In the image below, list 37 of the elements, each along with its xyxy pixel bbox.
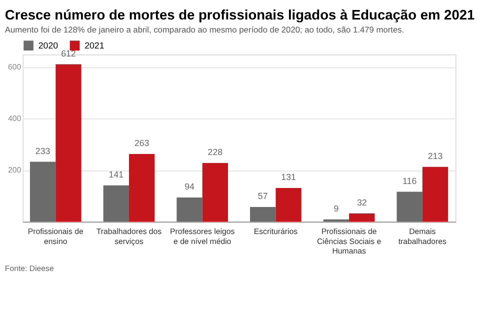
x-tick-label: Trabalhadores dos serviços xyxy=(96,226,162,246)
chart-subtitle: Aumento foi de 128% de janeiro a abril, comparado ao mesmo período de 2020; ao todo, são 1.479 mortes. xyxy=(4,24,404,34)
bar xyxy=(422,166,448,222)
data-label: 263 xyxy=(134,138,150,148)
bar xyxy=(128,154,155,222)
y-tick-label: 600 xyxy=(8,62,22,72)
x-tick-label: Profissionais de ensino xyxy=(28,226,84,246)
x-tick-label: Escriturários xyxy=(254,226,298,236)
bar xyxy=(30,162,56,222)
data-label: 94 xyxy=(184,182,194,192)
data-label: 233 xyxy=(35,146,50,156)
data-label: 9 xyxy=(334,203,339,214)
bar xyxy=(103,185,129,222)
bar xyxy=(176,197,202,222)
data-label: 32 xyxy=(356,198,367,208)
x-tick-label: Demais trabalhadores xyxy=(398,226,446,246)
bar xyxy=(276,188,302,222)
x-tick-label: Professores leigos e de nível médio xyxy=(170,226,235,246)
data-label: 612 xyxy=(61,48,76,58)
bar xyxy=(56,64,82,222)
data-label: 57 xyxy=(258,191,268,202)
data-label: 228 xyxy=(208,147,223,158)
data-label: 131 xyxy=(281,172,296,182)
x-tick-label: Profissionais de Ciências Sociais e Humanas xyxy=(316,226,382,256)
data-label: 116 xyxy=(402,176,417,186)
bar xyxy=(202,162,228,222)
data-label: 213 xyxy=(428,150,443,161)
data-label: 141 xyxy=(108,170,124,180)
y-tick-label: 200 xyxy=(8,166,22,175)
bar xyxy=(396,192,422,222)
y-tick-label: 400 xyxy=(8,114,22,124)
bar xyxy=(250,206,276,222)
source-note: Fonte: Dieese xyxy=(4,264,54,273)
chart-title: Cresce número de mortes de profissionais ligados à Educação em 2021 xyxy=(4,8,475,23)
legend-label: 2020 xyxy=(38,40,58,51)
legend-label: 2021 xyxy=(84,40,104,51)
bar xyxy=(349,213,375,222)
